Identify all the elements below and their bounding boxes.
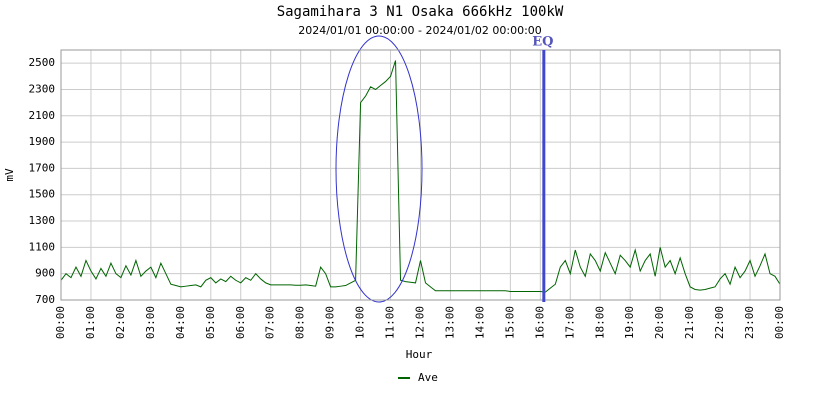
x-tick-label: 03:00 (144, 306, 157, 339)
y-tick-label: 1900 (29, 135, 56, 148)
data-line (60, 60, 781, 293)
x-tick-label: 21:00 (683, 306, 696, 339)
x-tick-label: 12:00 (414, 306, 427, 339)
x-tick-label: 09:00 (324, 306, 337, 339)
x-tick-label: 13:00 (443, 306, 456, 339)
x-tick-label: 08:00 (294, 306, 307, 339)
x-tick-label: 14:00 (473, 306, 486, 339)
y-axis-label: mV (3, 168, 16, 182)
x-tick-label: 17:00 (563, 306, 576, 339)
y-tick-label: 2500 (29, 56, 56, 69)
y-tick-label: 900 (35, 267, 55, 280)
x-tick-label: 02:00 (114, 306, 127, 339)
y-tick-label: 2100 (29, 109, 56, 122)
x-tick-label: 16:00 (533, 306, 546, 339)
eq-label: EQ (532, 35, 553, 50)
x-tick-label: 00:00 (54, 306, 67, 339)
x-tick-label: 18:00 (593, 306, 606, 339)
highlight-ellipse (335, 35, 423, 303)
x-tick-label: 19:00 (623, 306, 636, 339)
chart-subtitle: 2024/01/01 00:00:00 - 2024/01/02 00:00:0… (298, 24, 542, 37)
chart-title: Sagamihara 3 N1 Osaka 666kHz 100kW (277, 4, 564, 20)
plot-frame (60, 49, 781, 301)
x-tick-label: 04:00 (174, 306, 187, 339)
x-tick-label: 10:00 (354, 306, 367, 339)
plot (60, 60, 781, 293)
x-tick-label: 23:00 (743, 306, 756, 339)
y-tick-label: 2300 (29, 82, 56, 95)
y-tick-label: 1700 (29, 161, 56, 174)
x-tick-label: 05:00 (204, 306, 217, 339)
x-tick-label: 11:00 (384, 306, 397, 339)
x-tick-label: 06:00 (234, 306, 247, 339)
x-tick-label: 00:00 (773, 306, 786, 339)
y-tick-label: 1300 (29, 214, 56, 227)
x-tick-label: 01:00 (84, 306, 97, 339)
x-tick-label: 07:00 (264, 306, 277, 339)
x-axis-label: Hour (406, 348, 433, 361)
legend-label: Ave (418, 371, 438, 384)
y-tick-label: 1100 (29, 240, 56, 253)
y-tick-label: 1500 (29, 188, 56, 201)
x-tick-label: 22:00 (713, 306, 726, 339)
x-tick-label: 20:00 (653, 306, 666, 339)
x-tick-label: 15:00 (503, 306, 516, 339)
y-tick-label: 700 (35, 293, 55, 306)
